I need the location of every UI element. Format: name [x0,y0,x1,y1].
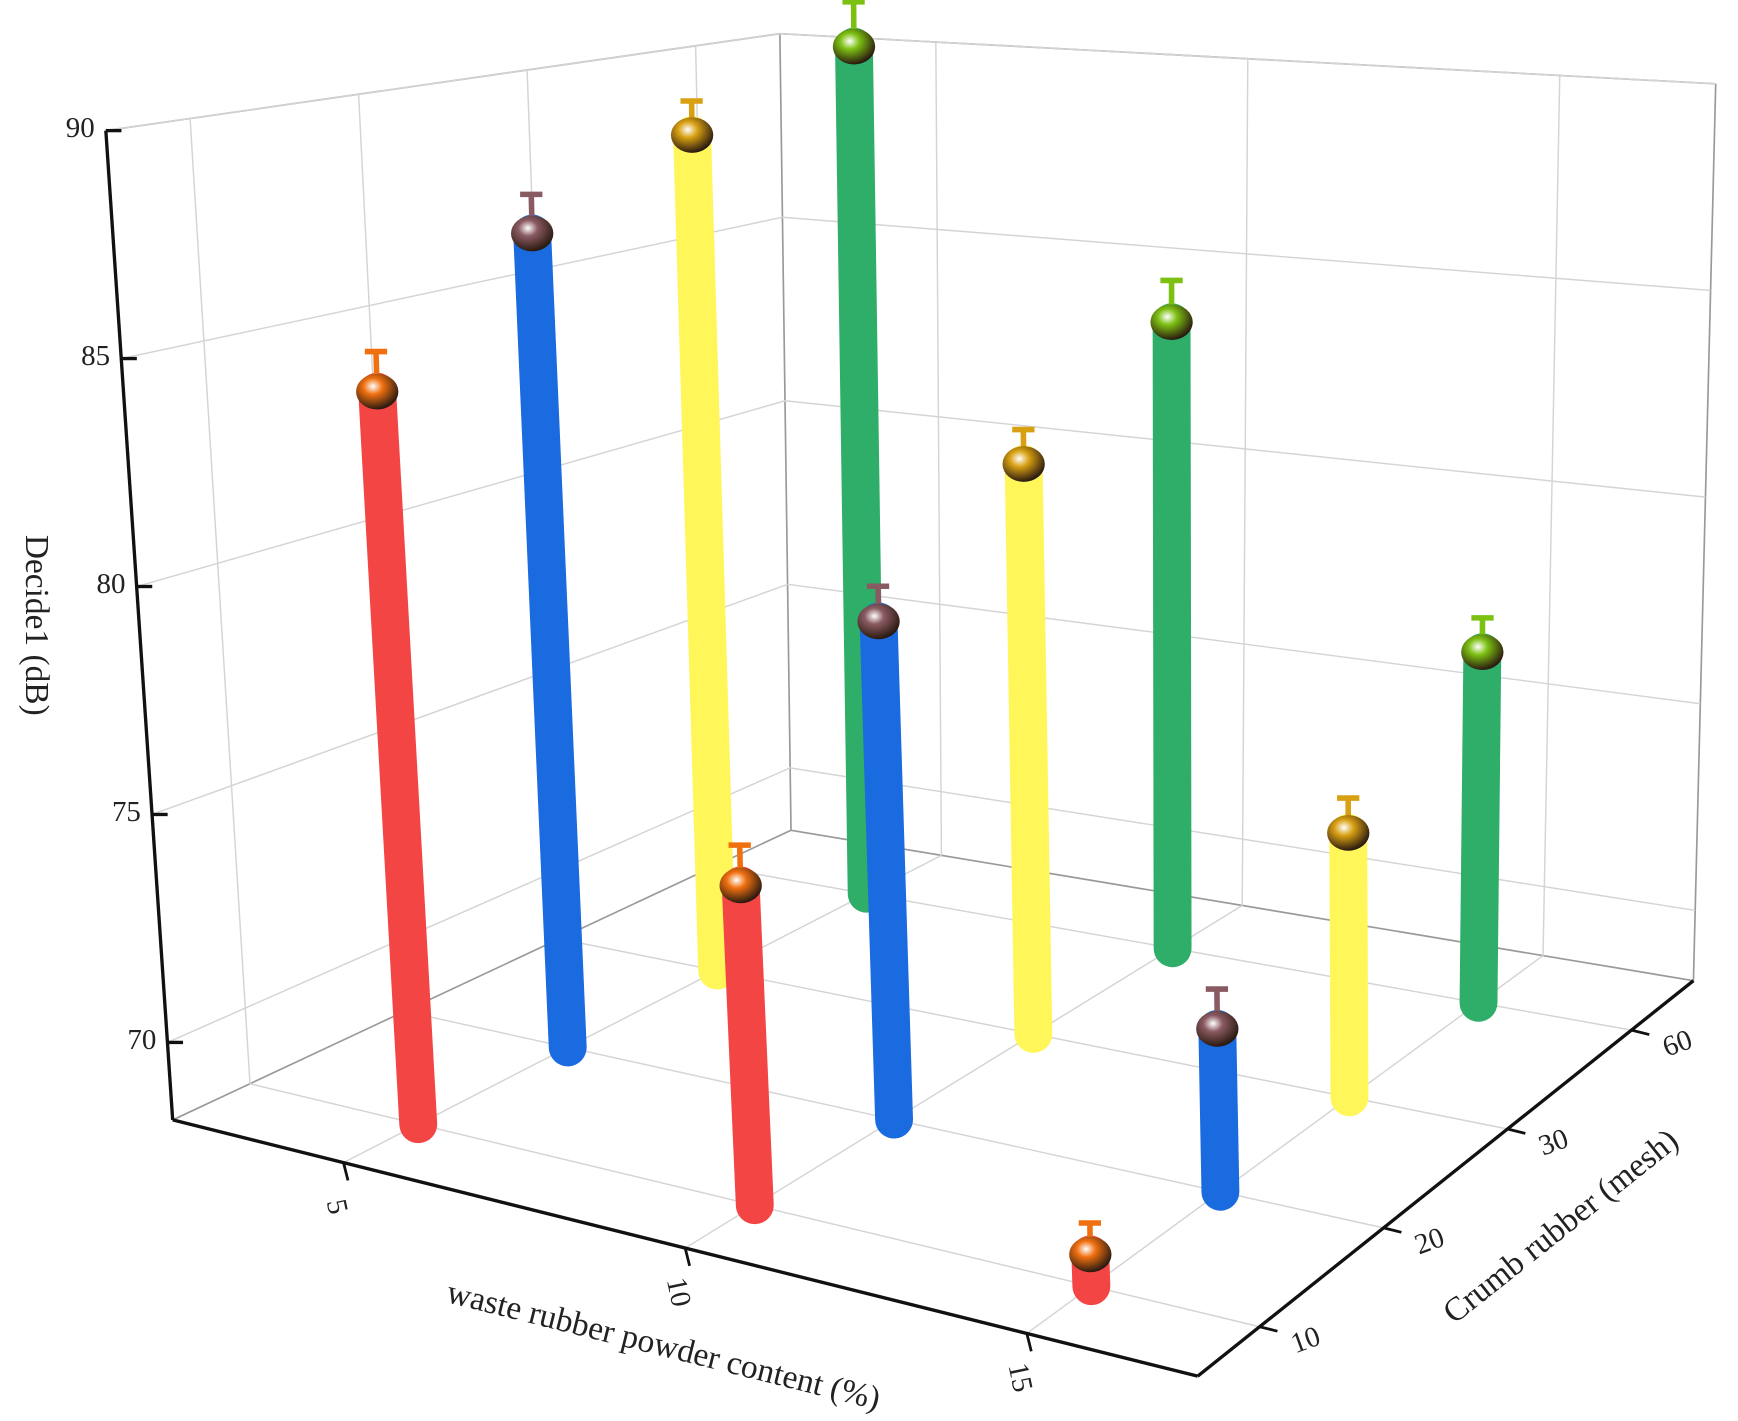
wall-edge [172,829,792,1121]
y-tick [1259,1325,1278,1333]
z-tick-label: 85 [81,340,110,372]
bar-top-marker [1327,815,1370,851]
grid-line [343,854,942,1164]
z-axis [104,130,175,1121]
x-tick [1025,1333,1033,1352]
grid-line [684,904,1243,1249]
z-tick-label: 70 [127,1024,156,1056]
bar [721,866,774,1225]
bar [1004,445,1053,1053]
bar-top-marker [832,28,876,65]
grid-line [105,32,1716,132]
bar-top-marker [1150,304,1193,341]
z-axis-title: Decide1 (dB) [18,535,55,716]
z-tick-label: 75 [112,796,141,828]
bar-top-marker [857,603,900,640]
bar [673,116,737,990]
bar-top-marker [670,117,714,153]
x-tick-label: 10 [660,1275,697,1310]
grid-line [151,583,1701,816]
y-tick-label: 10 [1287,1320,1325,1360]
y-tick-label: 30 [1534,1122,1572,1162]
bar-top-marker [356,373,399,410]
bar-top-marker [1196,1011,1239,1047]
bar-top-marker [1461,634,1504,671]
y-tick [1383,1226,1402,1234]
bar [859,602,914,1139]
x-tick-label: 5 [320,1196,354,1217]
bar-top-marker [719,867,762,904]
grid-line [935,42,943,856]
grid-line [167,767,1696,1044]
y-axis [1196,979,1695,1378]
grid-line [189,118,251,1084]
bar [513,214,587,1067]
y-tick [1631,1028,1650,1036]
x-tick [342,1162,350,1181]
bar-top-marker [1069,1236,1112,1273]
wall-edge [1692,83,1717,981]
grid-line [121,216,1711,360]
bar [1198,1009,1240,1211]
bar [1329,814,1369,1117]
grid-line [1241,58,1249,906]
z-tick-label: 80 [97,568,126,600]
bar [358,372,438,1144]
bar-top-marker [511,215,554,252]
bars [356,0,1504,1306]
x-tick [683,1247,691,1267]
grid-line [136,400,1706,588]
grid-line [1542,75,1561,956]
bar [1459,633,1502,1022]
bar-top-marker [1002,446,1045,482]
y-tick [1507,1127,1526,1135]
wall-edge [779,33,792,831]
x-tick-label: 15 [1002,1360,1039,1395]
grid-line [1026,955,1544,1335]
bar [1152,303,1192,968]
y-tick-label: 20 [1410,1221,1448,1261]
y-tick-label: 60 [1658,1024,1696,1064]
z-tick-label: 90 [66,112,95,144]
